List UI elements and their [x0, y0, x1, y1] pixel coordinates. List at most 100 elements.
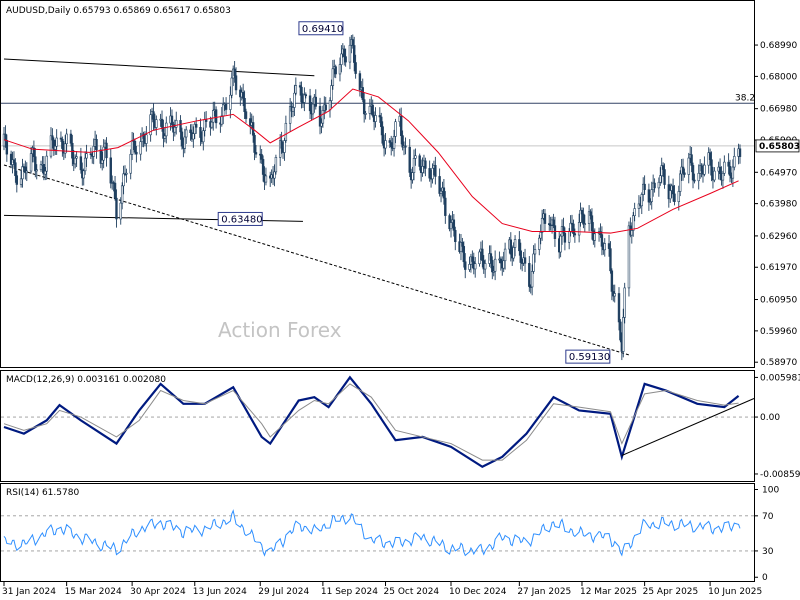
price-tick-label: 0.68000: [760, 72, 797, 82]
rsi-tick-label: 100: [762, 486, 779, 496]
candle-body: [99, 149, 103, 164]
candle-body: [503, 248, 507, 262]
candle-body: [234, 75, 238, 91]
candle-body: [34, 156, 37, 172]
candle-body: [683, 172, 686, 175]
candle-body: [321, 110, 325, 124]
candle-body: [328, 100, 332, 111]
candle-body: [125, 172, 128, 175]
candle-body: [697, 172, 700, 182]
macd-tick-label: 0.005981: [760, 373, 800, 383]
candle-body: [448, 215, 451, 230]
candle-body: [113, 182, 117, 199]
price-trendline: [3, 58, 315, 77]
candle-body: [152, 111, 155, 123]
candle-body: [630, 230, 634, 236]
candle-body: [663, 169, 666, 185]
candle-body: [324, 104, 327, 111]
candle-body: [649, 201, 652, 203]
candle-body: [727, 161, 730, 167]
candle-body: [468, 264, 471, 270]
candle-body: [491, 260, 494, 273]
candle-body: [160, 118, 164, 128]
candle-body: [189, 129, 192, 133]
candle-body: [603, 243, 606, 251]
candle-body: [51, 135, 54, 141]
x-tick-label: 27 Jan 2025: [517, 587, 571, 597]
price-tick-label: 0.58970: [760, 358, 797, 368]
candle-body: [229, 94, 232, 110]
candle-body: [24, 166, 27, 174]
candle-body: [129, 153, 132, 174]
candle-body: [572, 223, 575, 234]
current-price-box: [755, 139, 800, 153]
candle-body: [660, 165, 663, 176]
candle-body: [703, 164, 706, 175]
candle-body: [364, 113, 367, 115]
candle-body: [12, 159, 16, 164]
candle-body: [374, 115, 377, 122]
candle-body: [351, 39, 354, 46]
candle-body: [590, 215, 594, 232]
candle-body: [567, 231, 571, 243]
candle-body: [278, 140, 282, 158]
candle-body: [354, 62, 357, 74]
candle-body: [180, 131, 184, 147]
candle-body: [89, 153, 93, 156]
candle-body: [300, 86, 303, 103]
candle-body: [607, 243, 611, 249]
candle-body: [362, 99, 366, 115]
candle-body: [133, 141, 137, 153]
candle-body: [55, 137, 58, 147]
candle-body: [462, 246, 466, 263]
candle-body: [650, 189, 653, 202]
candle-body: [139, 141, 142, 155]
rsi-line: [3, 509, 741, 557]
candle-body: [721, 172, 725, 181]
candle-body: [538, 237, 541, 250]
candle-body: [559, 235, 562, 253]
candle-body: [175, 120, 178, 128]
candle-body: [105, 142, 108, 159]
candle-body: [330, 85, 333, 101]
candle-body: [388, 140, 391, 143]
candle-body: [404, 145, 407, 148]
candle-body: [5, 140, 9, 155]
candle-body: [553, 225, 557, 239]
candle-body: [120, 185, 124, 204]
candle-body: [102, 146, 105, 161]
candle-body: [693, 179, 696, 182]
candle-body: [75, 156, 78, 159]
candle-body: [284, 122, 288, 141]
candle-body: [348, 44, 352, 63]
candle-body: [552, 219, 555, 226]
candle-body: [600, 234, 604, 247]
candle-body: [464, 261, 467, 270]
candle-body: [540, 217, 544, 233]
candle-body: [577, 222, 581, 236]
x-tick-label: 10 Jun 2025: [708, 587, 762, 597]
candle-body: [421, 166, 424, 173]
candle-body: [439, 190, 443, 194]
candle-body: [610, 270, 614, 292]
candle-body: [640, 194, 643, 207]
candle-body: [185, 129, 188, 138]
candle-body: [199, 127, 202, 138]
candle-body: [122, 173, 125, 187]
candle-body: [673, 193, 676, 203]
candle-body: [380, 116, 383, 127]
candle-body: [14, 162, 17, 176]
candle-body: [49, 135, 53, 157]
candle-body: [358, 73, 362, 91]
candle-body: [428, 168, 431, 179]
candle-body: [61, 138, 64, 149]
candle-body: [533, 249, 537, 255]
candle-body: [280, 140, 283, 149]
candle-body: [587, 211, 591, 224]
candle-body: [523, 257, 527, 264]
candle-body: [298, 85, 302, 88]
candle-body: [461, 242, 464, 247]
candle-body: [261, 159, 265, 175]
x-tick-label: 13 Jun 2024: [193, 587, 247, 597]
